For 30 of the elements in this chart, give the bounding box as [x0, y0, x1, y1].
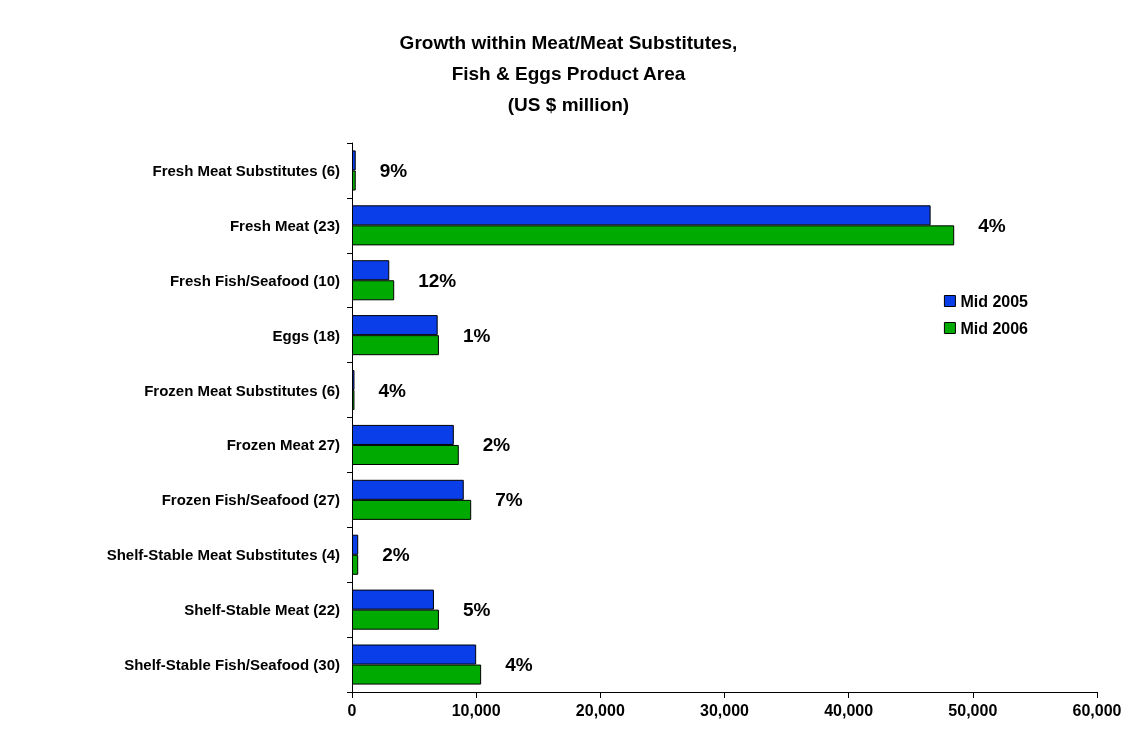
annotation: 1% [462, 324, 491, 346]
x-tick-label: 0 [347, 701, 357, 719]
annotation: 12% [418, 269, 457, 291]
chart-title: Growth within Meat/Meat Substitutes, Fish & Eggs Product Area (US $ million) [399, 32, 738, 115]
x-tick-label: 10,000 [451, 701, 501, 719]
annotation: 2% [382, 544, 410, 566]
annotation: 9% [379, 159, 408, 181]
y-tick-label: Shelf-Stable Fish/Seafood (30) [124, 656, 340, 674]
x-tick-label: 60,000 [1072, 701, 1122, 719]
x-tick-label: 50,000 [948, 701, 998, 719]
legend-label: Mid 2006 [960, 319, 1029, 337]
annotation: 4% [378, 379, 407, 401]
legend-label: Mid 2005 [960, 292, 1029, 310]
y-tick-label: Shelf-Stable Meat Substitutes (4) [106, 546, 340, 564]
annotation: 2% [482, 434, 511, 456]
annotation: 4% [505, 654, 533, 676]
y-tick-label: Fresh Meat (23) [229, 216, 340, 234]
y-tick-label: Shelf-Stable Meat (22) [184, 601, 340, 619]
y-tick-label: Frozen Fish/Seafood (27) [161, 491, 340, 509]
y-tick-label: Fresh Meat Substitutes (6) [152, 161, 340, 179]
annotation: 7% [495, 489, 523, 511]
annotation: 5% [462, 599, 491, 621]
y-tick-label: Frozen Meat 27) [226, 436, 340, 454]
x-tick-label: 20,000 [575, 701, 625, 719]
x-tick-label: 40,000 [824, 701, 874, 719]
y-tick-label: Eggs (18) [272, 326, 340, 344]
y-tick-label: Fresh Fish/Seafood (10) [169, 271, 340, 289]
y-tick-label: Frozen Meat Substitutes (6) [144, 381, 340, 399]
annotation: 4% [978, 214, 1006, 236]
x-tick-label: 30,000 [700, 701, 750, 719]
